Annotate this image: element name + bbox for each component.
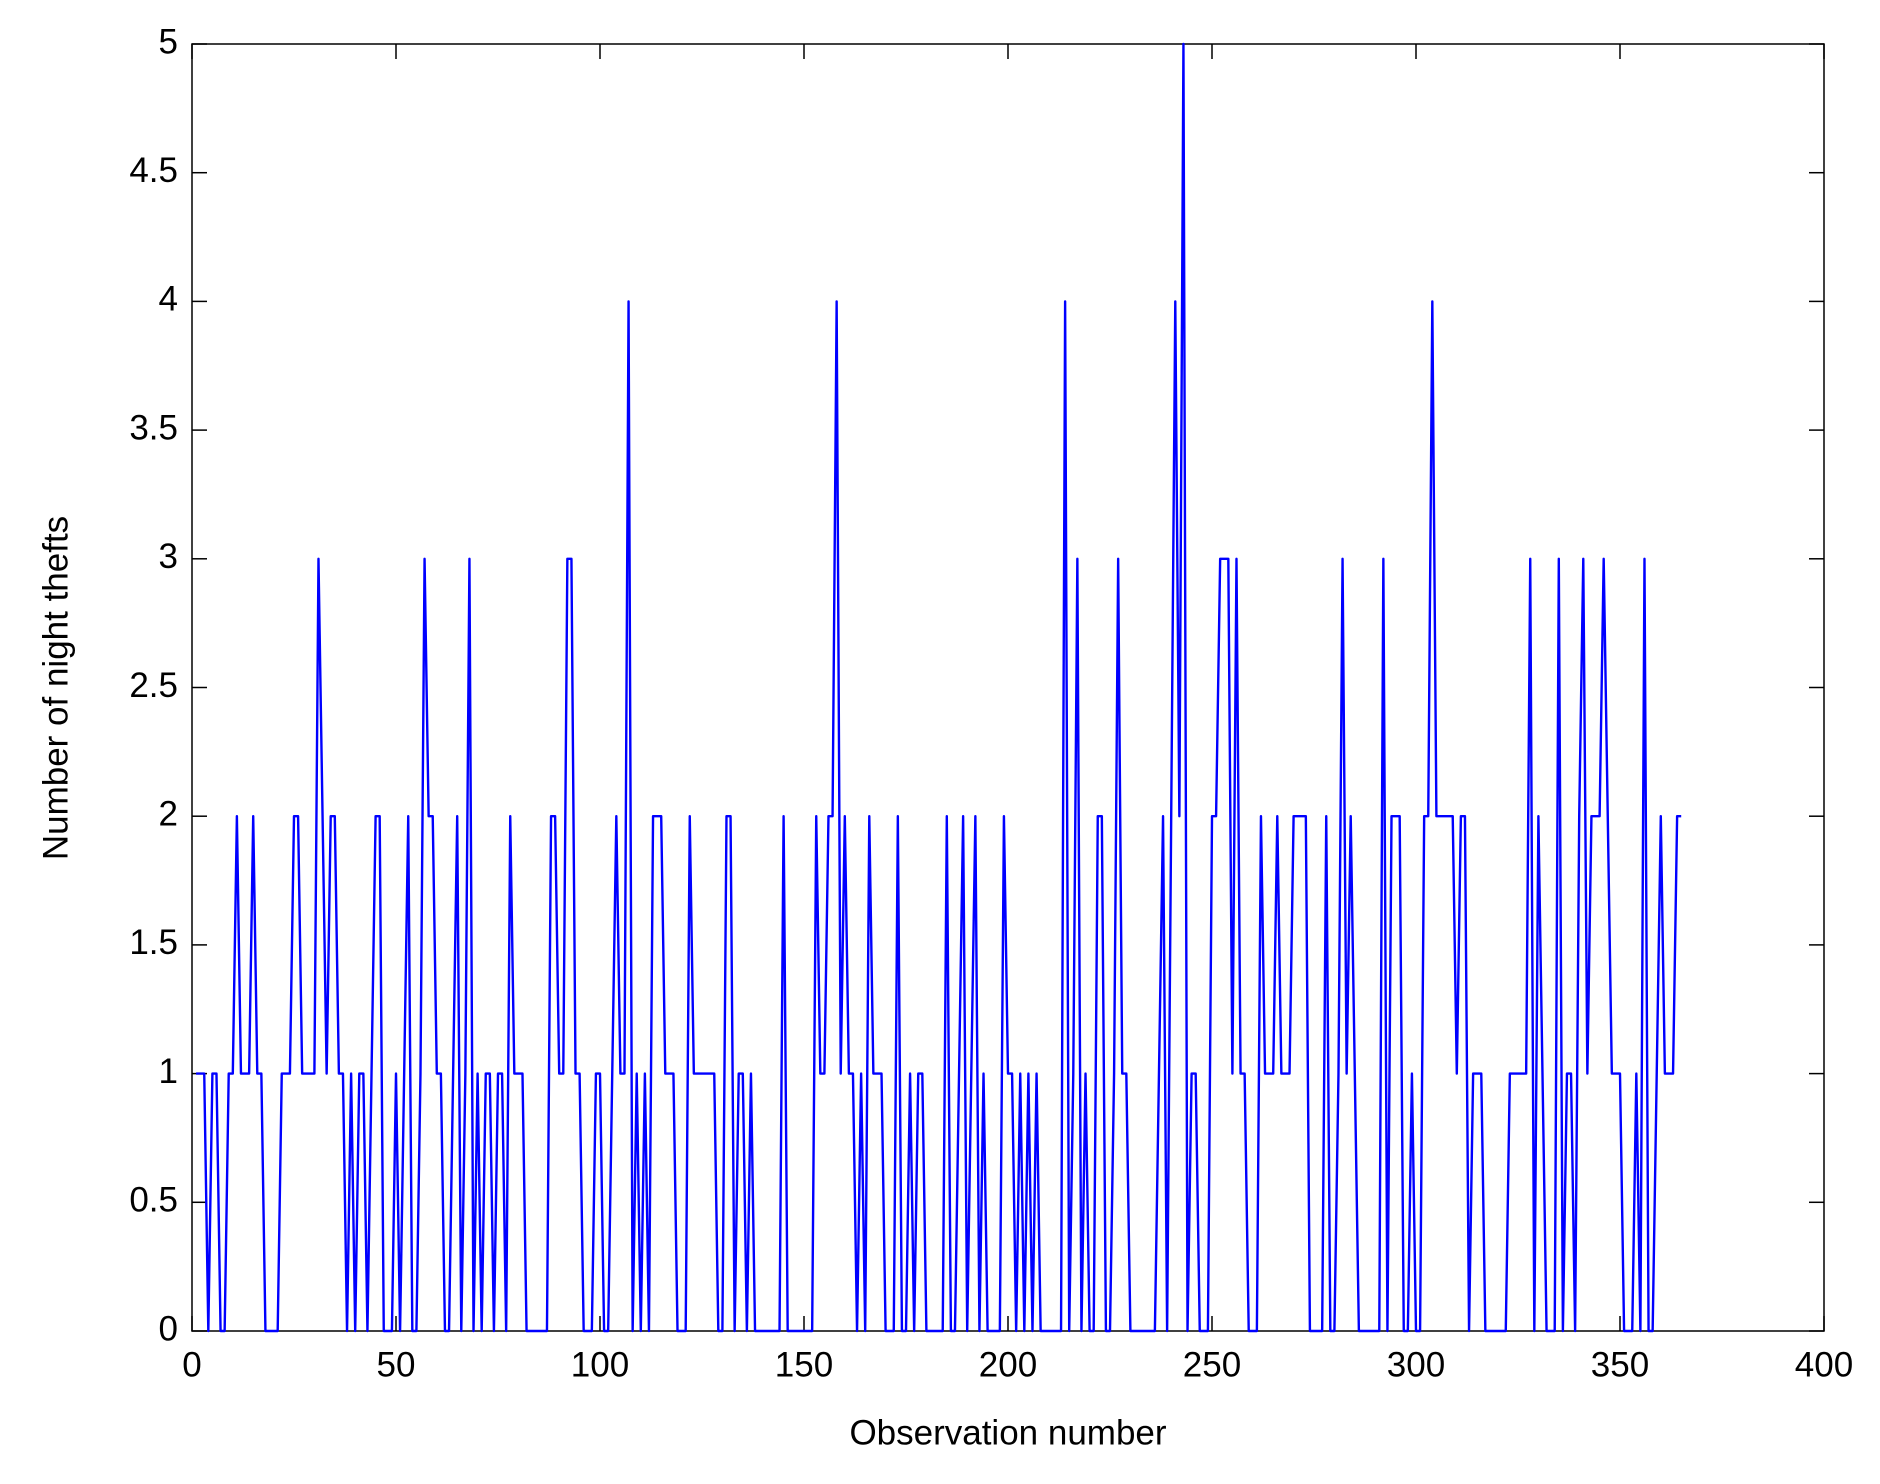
y-tick-label: 1 xyxy=(159,1052,178,1091)
x-tick-label: 150 xyxy=(775,1345,833,1384)
y-tick-label: 2 xyxy=(159,794,178,833)
y-tick-label: 4 xyxy=(159,280,178,319)
x-tick-label: 0 xyxy=(182,1345,201,1384)
x-tick-label: 50 xyxy=(377,1345,416,1384)
plot-frame xyxy=(191,43,1825,1332)
x-tick-label: 400 xyxy=(1795,1345,1853,1384)
y-axis-label: Number of night thefts xyxy=(36,516,75,860)
y-tick-label: 3.5 xyxy=(129,408,178,447)
y-tick-label: 5 xyxy=(159,22,178,61)
y-tick-label: 0 xyxy=(159,1309,178,1348)
x-tick-label: 100 xyxy=(571,1345,629,1384)
y-tick-label: 3 xyxy=(159,537,178,576)
x-tick-label: 350 xyxy=(1591,1345,1649,1384)
y-tick-label: 0.5 xyxy=(129,1181,178,1220)
y-tick-label: 1.5 xyxy=(129,923,178,962)
x-tick-label: 300 xyxy=(1387,1345,1445,1384)
x-tick-label: 200 xyxy=(979,1345,1037,1384)
x-tick-label: 250 xyxy=(1183,1345,1241,1384)
y-tick-label: 2.5 xyxy=(129,666,178,705)
y-tick-label: 4.5 xyxy=(129,151,178,190)
x-axis-label: Observation number xyxy=(849,1413,1166,1452)
data-line xyxy=(196,42,1682,1333)
